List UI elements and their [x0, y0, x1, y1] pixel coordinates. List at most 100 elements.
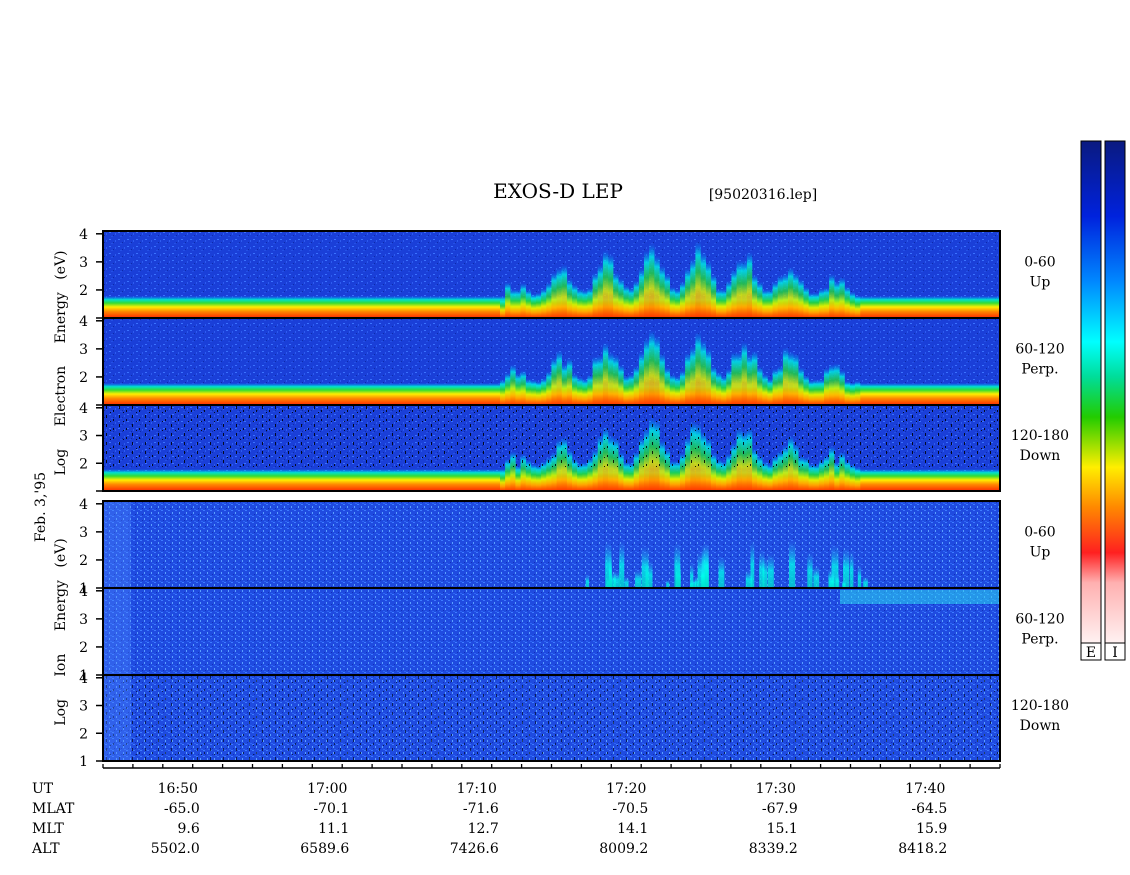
electron-burst: [515, 289, 521, 318]
electron-burst: [582, 462, 588, 491]
ion-burst: [624, 576, 629, 588]
ephemeris-alt-value: 6589.6: [300, 841, 349, 857]
electron-burst: [757, 281, 763, 318]
electron-burst: [685, 268, 691, 318]
electron-burst: [566, 449, 573, 491]
electron-burst: [793, 272, 799, 318]
ion-axis-word-energy: Energy: [53, 580, 69, 631]
electron-burst: [572, 373, 578, 405]
electron-burst: [752, 350, 758, 405]
electron-burst: [618, 278, 624, 318]
ion-burst: [718, 556, 725, 588]
electron-burst: [674, 289, 681, 318]
panels-layer: [103, 231, 1000, 761]
y-tick-label: 4: [79, 314, 88, 330]
panel-pitch-label: 120-180: [1011, 428, 1069, 444]
electron-burst: [592, 449, 598, 491]
electron-burst: [788, 351, 794, 405]
electron-burst: [536, 464, 542, 491]
electron-burst: [546, 456, 552, 491]
electron-burst: [757, 366, 763, 405]
electron-burst: [525, 289, 532, 318]
date-label: Feb. 3,'95: [33, 472, 49, 542]
panel-direction-label: Down: [1020, 718, 1061, 734]
electron-burst: [551, 272, 557, 318]
electron-burst: [849, 382, 856, 405]
ion-axis-word-ion: Ion: [53, 654, 69, 677]
electron-burst: [664, 448, 670, 491]
electron-burst: [530, 293, 537, 318]
ion-burst: [807, 552, 813, 588]
electron-burst: [777, 450, 784, 491]
ion-burst: [690, 562, 694, 588]
electron-burst: [510, 364, 516, 405]
electron-burst: [690, 258, 696, 318]
electron-burst: [710, 366, 717, 405]
electron-burst: [731, 269, 737, 318]
electron-burst: [505, 458, 511, 491]
electron-burst: [824, 455, 830, 491]
ephemeris-mlat-value: -67.9: [762, 801, 798, 817]
y-tick-label: 4: [79, 401, 88, 417]
electron-burst: [520, 454, 526, 491]
electron-burst: [834, 363, 840, 405]
electron-burst: [793, 443, 799, 491]
electron-burst: [659, 265, 665, 318]
electron-burst: [520, 370, 526, 405]
electron-burst: [710, 452, 717, 491]
electron-burst: [649, 330, 655, 405]
electron-burst: [741, 341, 748, 405]
electron-burst: [515, 465, 521, 491]
electron-burst: [623, 461, 629, 491]
electron-burst: [767, 464, 773, 491]
ion-burst: [863, 576, 868, 588]
electron-burst: [602, 342, 609, 405]
ephemeris-alt-value: 7426.6: [450, 841, 499, 857]
ephemeris-mlat-value: -64.5: [911, 801, 947, 817]
ion-burst: [835, 572, 840, 588]
ephemeris-mlt-value: 15.9: [916, 821, 947, 837]
electron-axis-word-unit: (eV): [53, 250, 69, 279]
panel-electron-1: [103, 318, 1000, 405]
y-tick-label: 3: [79, 429, 88, 445]
electron-burst: [638, 351, 645, 405]
electron-burst: [608, 254, 614, 318]
y-tick-label: 1: [79, 581, 88, 597]
electron-burst: [602, 250, 609, 318]
y-tick-label: 2: [79, 370, 88, 386]
panel-direction-label: Up: [1030, 545, 1051, 561]
electron-burst: [798, 279, 804, 318]
electron-burst: [752, 274, 758, 318]
edge-enhancement: [103, 588, 131, 675]
electron-burst: [798, 455, 804, 491]
ephemeris-ut-value: 17:30: [756, 781, 796, 797]
electron-burst: [793, 353, 799, 405]
electron-burst: [669, 460, 676, 491]
ion-burst: [831, 544, 839, 588]
electron-burst: [556, 267, 562, 318]
electron-burst: [834, 280, 840, 318]
electron-burst: [674, 376, 681, 405]
electron-burst: [628, 374, 634, 405]
ion-axis-word-log: Log: [53, 699, 69, 726]
electron-burst: [721, 289, 727, 318]
panel-pitch-label: 120-180: [1011, 698, 1069, 714]
electron-burst: [654, 335, 660, 405]
electron-burst: [813, 292, 820, 318]
electron-burst: [644, 337, 650, 405]
ion-burst: [767, 553, 774, 588]
ephemeris-ut-value: 17:40: [905, 781, 945, 797]
electron-burst: [757, 455, 763, 491]
electron-burst: [782, 273, 789, 318]
electron-burst: [767, 289, 773, 318]
electron-burst: [690, 346, 696, 405]
electron-burst: [854, 466, 861, 491]
electron-burst: [829, 364, 835, 405]
electron-burst: [746, 354, 753, 405]
chart-title: EXOS-D LEP: [493, 179, 623, 203]
electron-burst: [592, 356, 598, 405]
electron-burst: [659, 353, 665, 405]
electron-burst: [572, 458, 578, 491]
electron-burst: [530, 463, 537, 491]
